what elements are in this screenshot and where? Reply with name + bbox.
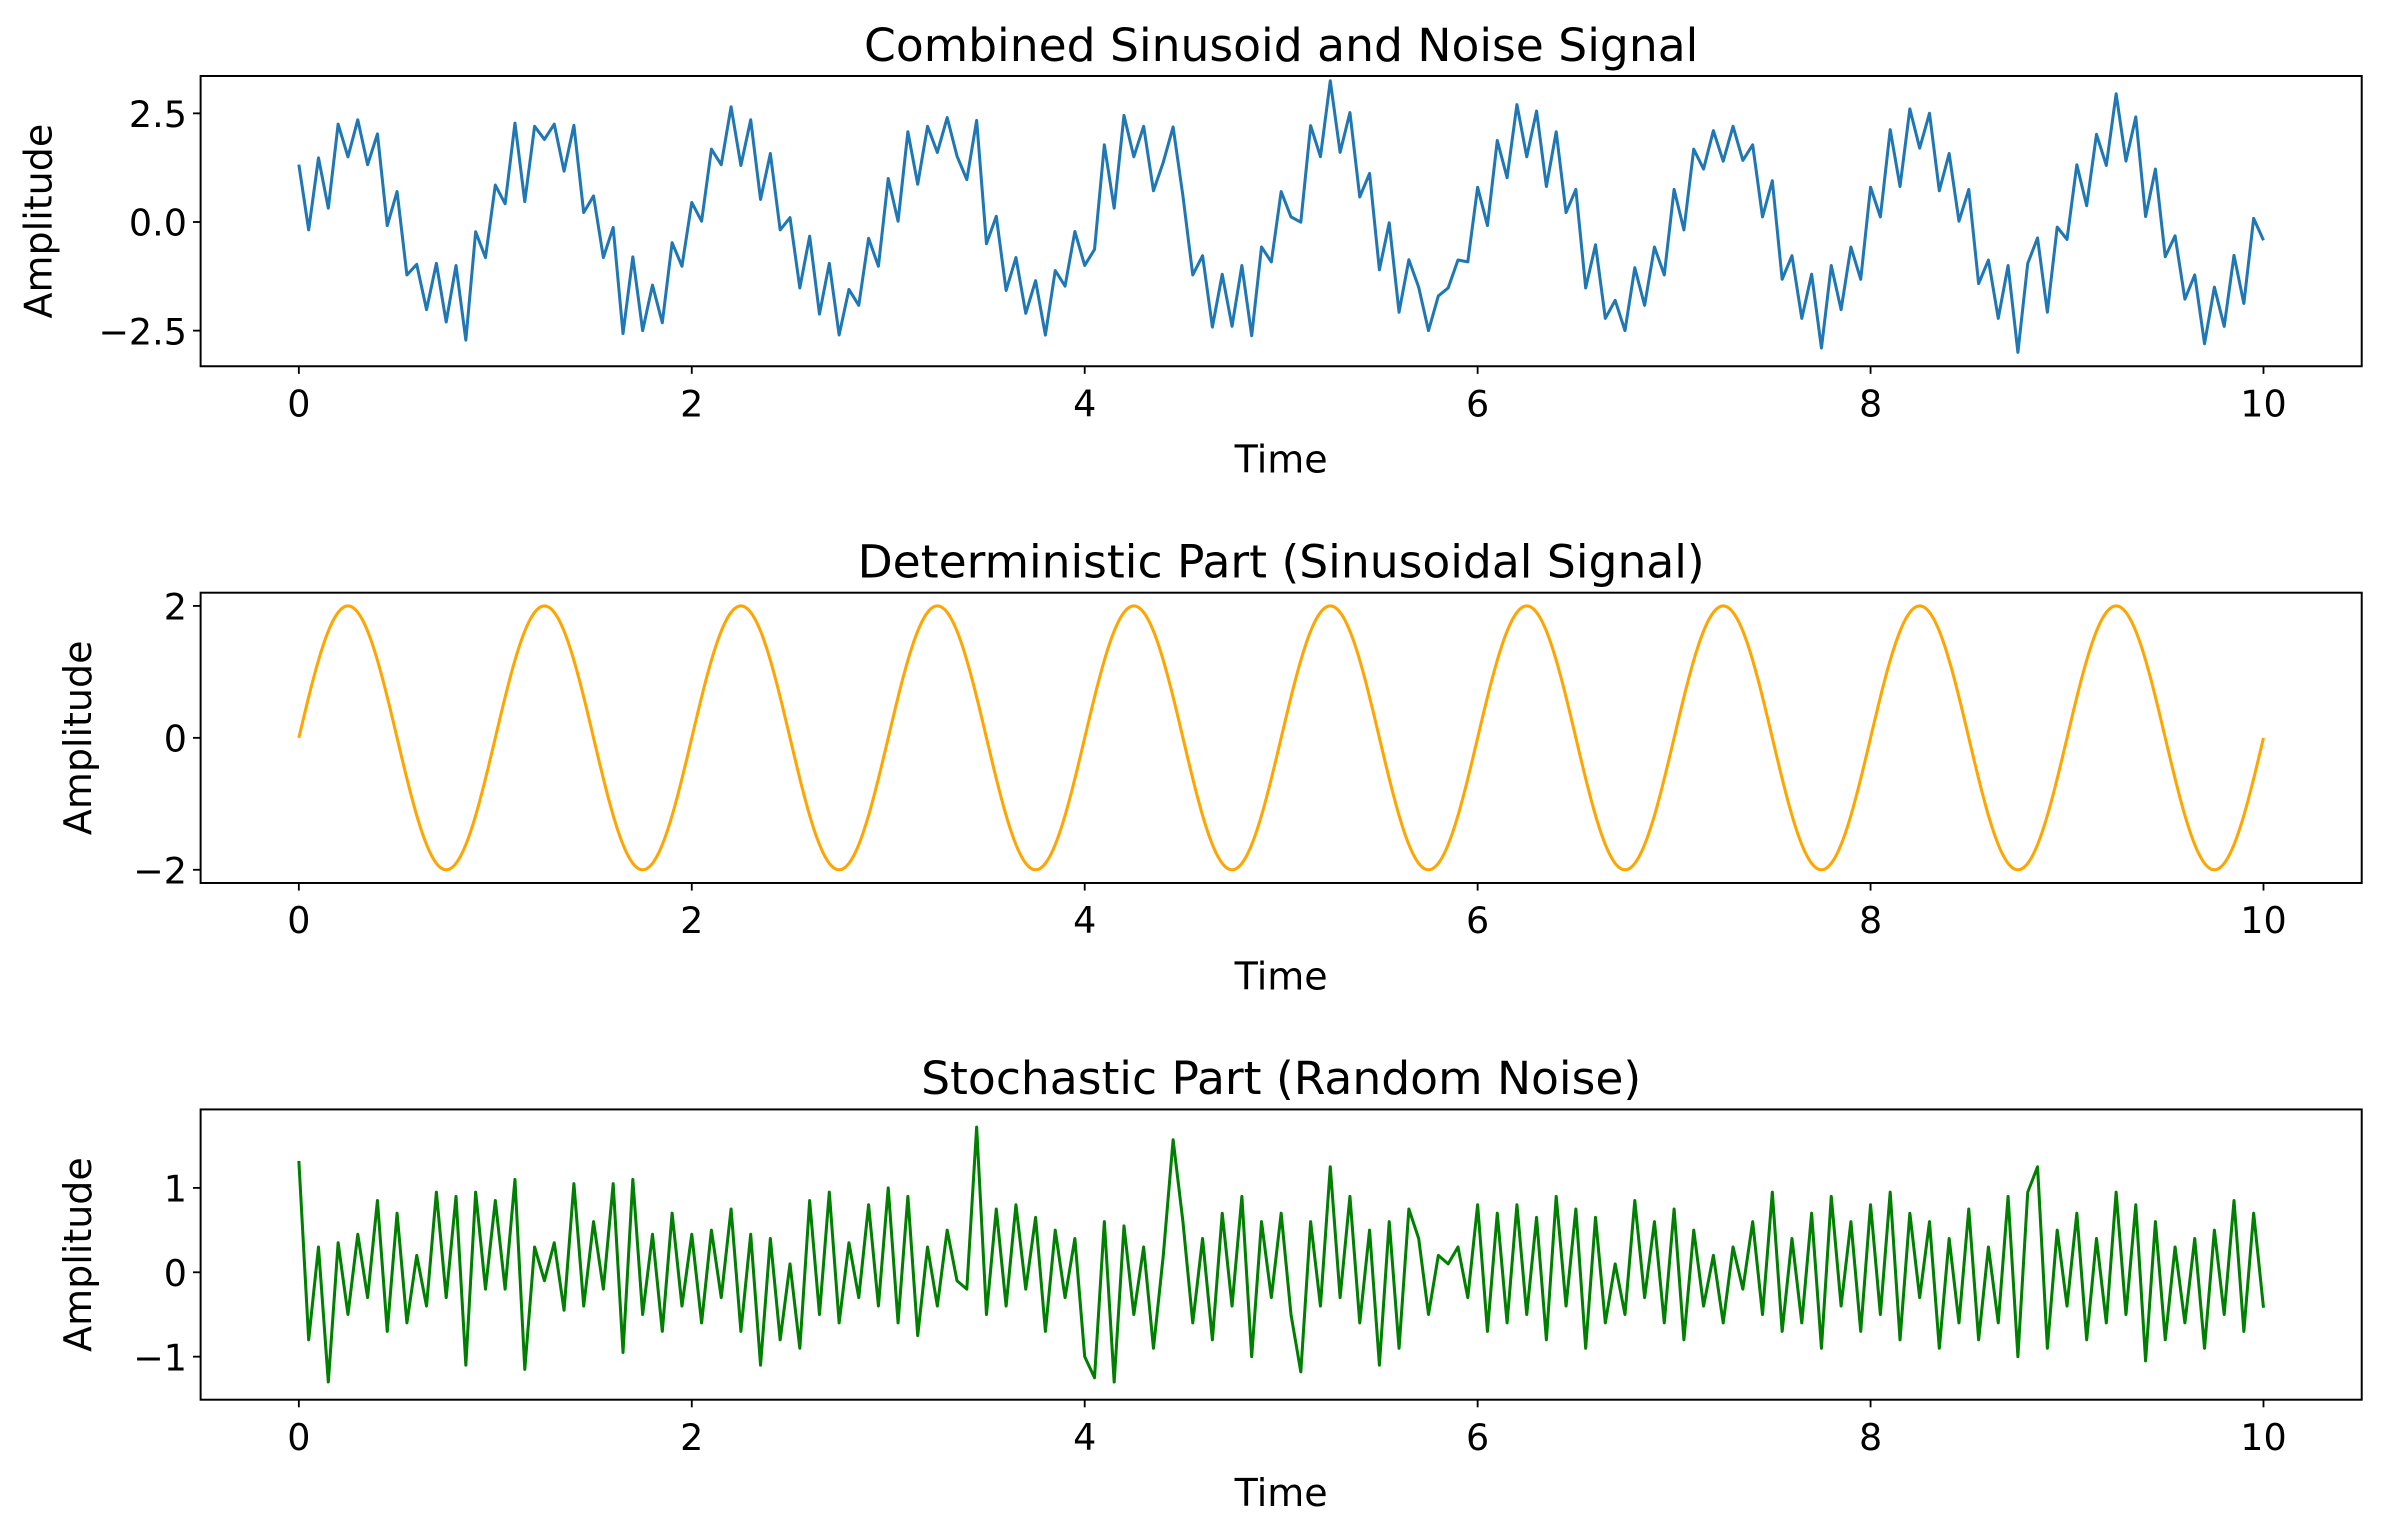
x-tick-label: 2	[680, 899, 703, 942]
y-tick-label: 0	[164, 718, 187, 761]
y-axis-label: Amplitude	[56, 641, 100, 836]
x-tick-label: 8	[1859, 899, 1882, 942]
y-tick-label: −1	[133, 1336, 187, 1379]
y-tick-label: 0	[164, 1252, 187, 1295]
x-tick-label: 10	[2240, 382, 2286, 425]
x-tick-label: 8	[1859, 382, 1882, 425]
subplot-title: Deterministic Part (Sinusoidal Signal)	[858, 536, 1705, 589]
x-tick-label: 0	[287, 1416, 310, 1459]
subplot-title: Stochastic Part (Random Noise)	[921, 1052, 1641, 1105]
y-tick-label: 0.0	[129, 202, 187, 245]
axes-frame	[199, 75, 2363, 368]
x-tick-label: 8	[1859, 1416, 1882, 1459]
y-axis-label: Amplitude	[56, 1157, 100, 1352]
x-tick-label: 10	[2240, 1416, 2286, 1459]
subplot-combined: Combined Sinusoid and Noise Signal 0 2 4 6 8 1…	[17, 19, 2363, 482]
x-axis-label: Time	[1234, 438, 1328, 482]
x-axis-label: Time	[1234, 1471, 1328, 1515]
y-tick-label: 2	[164, 586, 187, 629]
x-tick-label: 2	[680, 1416, 703, 1459]
x-tick-label: 4	[1073, 899, 1096, 942]
x-tick-label: 2	[680, 382, 703, 425]
subplot-sinusoid: Deterministic Part (Sinusoidal Signal) 0 2…	[56, 536, 2363, 998]
subplot-title: Combined Sinusoid and Noise Signal	[864, 19, 1698, 72]
sinusoid-series-line	[297, 604, 2265, 872]
x-tick-label: 0	[287, 382, 310, 425]
x-tick-label: 4	[1073, 1416, 1096, 1459]
x-axis-label: Time	[1234, 954, 1328, 998]
y-axis-label: Amplitude	[17, 124, 61, 319]
y-tick-label: 2.5	[129, 93, 187, 136]
x-tick-label: 0	[287, 899, 310, 942]
subplot-noise: Stochastic Part (Random Noise) 0 2 4 6 8 10 −1 0…	[56, 1052, 2363, 1515]
combined-series-line	[297, 79, 2265, 354]
x-tick-label: 10	[2240, 899, 2286, 942]
y-tick-label: 1	[164, 1168, 187, 1211]
axes-frame	[199, 1108, 2363, 1401]
x-tick-label: 6	[1466, 899, 1489, 942]
noise-series-line	[297, 1125, 2265, 1384]
x-tick-label: 4	[1073, 382, 1096, 425]
x-tick-label: 6	[1466, 1416, 1489, 1459]
y-tick-label: −2	[133, 849, 187, 892]
y-tick-label: −2.5	[98, 310, 187, 353]
x-tick-label: 6	[1466, 382, 1489, 425]
